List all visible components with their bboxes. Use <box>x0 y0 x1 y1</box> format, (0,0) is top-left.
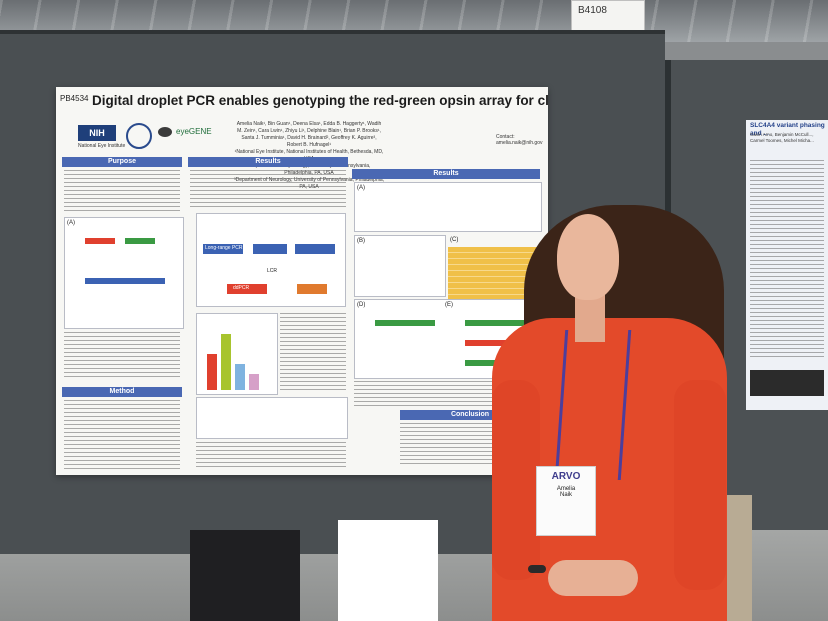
presenter-face <box>557 214 619 300</box>
hhs-seal-icon <box>126 123 152 149</box>
adjacent-poster: SLC4A4 variant phasing and ... Gavin Arn… <box>746 120 828 410</box>
author-list: Amelia Naik¹, Bin Guan¹, Deena Elsa¹, Ed… <box>236 121 382 148</box>
histogram-bar <box>249 374 259 390</box>
workflow-step-box <box>203 244 243 254</box>
scatter-plot-figure: (B) <box>354 235 446 297</box>
results-heading-left: Results <box>188 157 348 167</box>
presenter-right-arm <box>674 380 726 590</box>
figure-label-c: (C) <box>450 237 459 243</box>
badge-logo: ARVO <box>551 471 581 482</box>
haplotype-bar <box>465 340 525 346</box>
purpose-heading: Purpose <box>62 157 182 167</box>
eye-icon <box>158 127 172 137</box>
booth-sign-text: B4108 <box>578 5 607 16</box>
haplotype-bar <box>375 320 435 326</box>
eyegene-logo: eyeGENE <box>176 127 212 136</box>
lanyard <box>554 330 632 480</box>
badge-last-name: Naik <box>559 492 572 498</box>
presenter-hands <box>548 560 638 596</box>
histogram-bar <box>207 354 217 390</box>
visitor-legs <box>190 530 300 621</box>
workflow-lcr-label: LCR <box>267 268 278 274</box>
poster-title: Digital droplet PCR enables genotyping t… <box>92 93 548 108</box>
figure-label-a-right: (A) <box>357 185 365 191</box>
histogram-bar <box>221 334 231 390</box>
haplotype-bar <box>465 320 525 326</box>
bracelet <box>528 565 546 573</box>
presenter-left-arm <box>492 380 540 580</box>
purpose-text <box>64 170 180 214</box>
workflow-figure: Long-range PCR ddPCR LCR <box>196 213 346 307</box>
conclusion-heading: Conclusion <box>400 410 540 420</box>
workflow-step-box <box>295 244 335 254</box>
method-heading: Method <box>62 387 182 397</box>
workflow-step-box <box>253 244 287 254</box>
workflow-step-box <box>297 284 327 294</box>
research-poster: PB4534 Digital droplet PCR enables genot… <box>56 87 548 475</box>
name-badge: ARVO Amelia Naik <box>536 466 596 536</box>
figure-4-caption <box>196 442 346 468</box>
adjacent-poster-figure <box>750 370 824 396</box>
array-diagram <box>85 278 165 284</box>
opsin-gene-block <box>125 238 155 244</box>
nih-logo: NIH <box>78 125 116 141</box>
adjacent-poster-title: SLC4A4 variant phasing and ... <box>750 122 825 137</box>
poster-contact: Contact: amelia.naik@nih.gov <box>496 134 543 146</box>
histogram-bar <box>235 364 245 390</box>
figure-label-b: (B) <box>357 238 365 244</box>
figure-label-a: (A) <box>67 220 75 226</box>
figure-3-caption <box>280 313 346 393</box>
workflow-long-range-pcr: Long-range PCR <box>205 245 243 251</box>
workflow-ddpcr-label: ddPCR <box>233 285 250 291</box>
poster-id: PB4534 <box>60 94 89 103</box>
presenter-neck <box>575 292 605 342</box>
coverage-plot-figure <box>196 397 348 439</box>
opsin-gene-block <box>85 238 115 244</box>
badge-first-name: Amelia <box>556 486 576 492</box>
results-text <box>190 170 346 210</box>
adjacent-poster-text <box>750 160 824 360</box>
figure-label-d: (D) <box>357 302 366 308</box>
nih-logo-subtitle: National Eye Institute <box>78 143 126 149</box>
results-table <box>448 247 538 302</box>
white-table <box>338 520 438 621</box>
poster-logos: NIH National Eye Institute eyeGENE <box>78 121 238 151</box>
opsin-array-figure: (A) <box>64 217 184 329</box>
figure-label-e: (E) <box>445 302 453 308</box>
workflow-ddpcr-box <box>227 284 267 294</box>
sequencing-track-figure: (A) <box>354 182 542 232</box>
adjacent-poster-authors: Gavin Arno, Benjamin McCull..., Carmel T… <box>750 132 814 143</box>
method-text <box>64 400 180 470</box>
bar-histogram-figure <box>196 313 278 395</box>
results-heading-right: Results <box>352 169 540 179</box>
figure-1-caption <box>64 332 180 380</box>
